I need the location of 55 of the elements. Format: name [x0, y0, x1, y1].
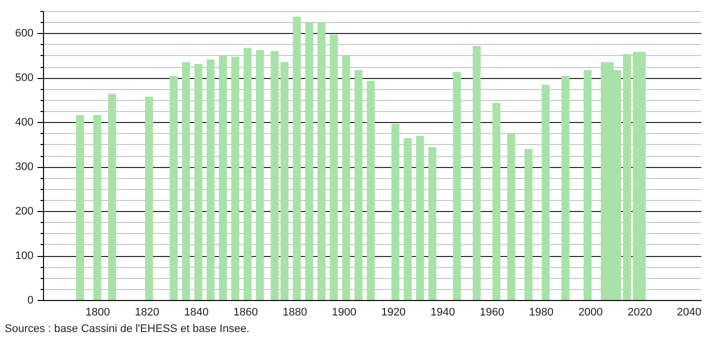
bar [507, 133, 516, 300]
x-tick-label: 2040 [676, 306, 702, 318]
bar [404, 138, 412, 300]
bar [584, 70, 592, 300]
bar [194, 64, 202, 300]
y-tick-label: 400 [15, 116, 34, 129]
bar [342, 55, 350, 300]
y-tick-label: 200 [15, 206, 34, 218]
bar [206, 59, 215, 300]
bar [472, 46, 481, 300]
bar [244, 48, 252, 300]
bar [145, 96, 154, 300]
x-tick-label: 1820 [134, 306, 160, 318]
x-tick-label: 1980 [529, 306, 554, 318]
bar [330, 34, 338, 300]
x-tick-label: 1920 [381, 306, 406, 318]
source-note: Sources : base Cassini de l'EHESS et base Insee. [4, 323, 250, 335]
bar [428, 147, 436, 300]
bar [108, 94, 116, 300]
y-tick-label: 0 [27, 294, 34, 306]
x-tick-label: 1960 [480, 306, 504, 318]
x-tick-label: 2000 [578, 306, 603, 318]
bar [270, 51, 279, 300]
bar [170, 76, 178, 300]
bar [317, 22, 326, 300]
y-tick-label: 100 [15, 250, 34, 262]
bar [292, 16, 301, 300]
x-tick-label: 1900 [332, 306, 356, 318]
bar [561, 76, 570, 300]
bar [492, 103, 500, 300]
bar [218, 55, 227, 300]
x-tick-label: 1840 [184, 306, 209, 318]
x-tick-label: 1940 [430, 306, 455, 318]
bar [93, 115, 102, 300]
bar [524, 148, 532, 300]
bar [256, 50, 264, 300]
bar [416, 136, 424, 300]
x-tick-label: 2020 [628, 306, 652, 318]
bar [76, 115, 84, 300]
y-tick-label: 500 [15, 72, 34, 84]
bar [542, 84, 550, 300]
bar [623, 54, 632, 300]
bar [280, 62, 289, 300]
bar [366, 80, 375, 300]
bar [453, 72, 462, 300]
x-tick-label: 1800 [86, 306, 110, 318]
y-tick-label: 300 [15, 161, 34, 174]
x-tick-label: 1880 [282, 306, 308, 318]
bar [231, 56, 240, 300]
bar [182, 62, 190, 300]
bar [391, 124, 400, 300]
y-tick-label: 600 [15, 28, 34, 40]
x-tick-label: 1860 [233, 306, 258, 318]
bar [354, 70, 362, 300]
bar [305, 22, 314, 300]
